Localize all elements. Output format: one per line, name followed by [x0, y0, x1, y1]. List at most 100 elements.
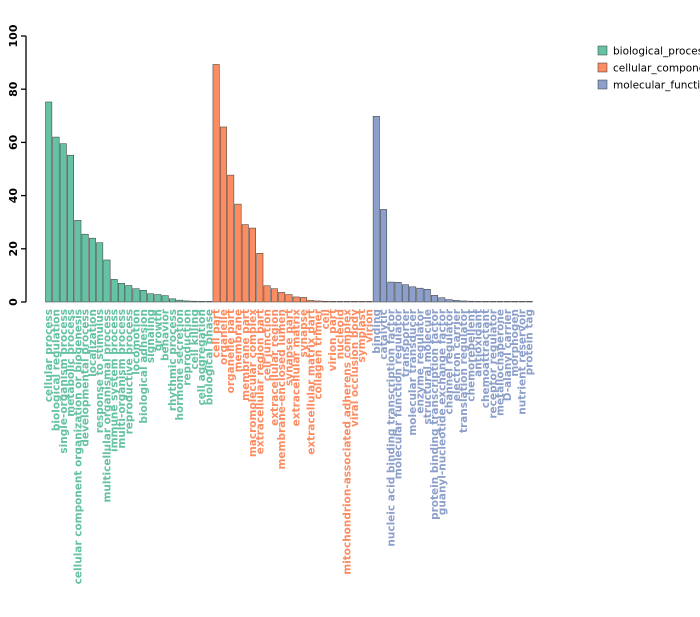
category-label: structural molecule: [422, 309, 434, 424]
category-label: molecular function regulator: [393, 308, 405, 479]
bar: [227, 174, 235, 303]
legend-label: biological_process: [613, 46, 700, 58]
legend-label: cellular_component: [613, 63, 700, 75]
category-label: response to stimulus: [94, 309, 106, 433]
bar: [161, 295, 169, 303]
category-label: nutrient reservoir: [516, 308, 528, 415]
bar: [81, 233, 89, 303]
category-label: growth: [152, 309, 164, 351]
y-tick-label: 80: [7, 81, 20, 97]
bar: [489, 301, 497, 303]
bar: [285, 294, 293, 303]
category-label: chemoattractant: [480, 309, 492, 408]
category-label: extracellular region: [269, 309, 281, 426]
category-label: guanyl-nucleotide exchange factor: [436, 308, 448, 515]
bar: [198, 301, 206, 303]
bar: [249, 227, 256, 303]
category-label: channel regulator: [444, 308, 456, 414]
legend: biological_process cellular_componentmole…: [597, 45, 700, 92]
category-label: localization: [87, 309, 99, 377]
bar: [329, 301, 337, 303]
category-label: cell aggregation: [196, 309, 208, 406]
category-label: chemorepellent: [465, 309, 477, 402]
y-axis: 0 20 40 60 80 100: [7, 24, 27, 306]
legend-label: molecular_function: [613, 80, 700, 92]
bar: [460, 300, 468, 303]
category-label: cellular component organization or bioge…: [72, 309, 84, 584]
category-label: multicellular organismal process: [101, 309, 113, 503]
bar: [336, 301, 344, 303]
bar: [431, 295, 438, 303]
category-label: metabolic process: [65, 309, 77, 417]
y-tick-label: 100: [7, 24, 20, 47]
category-label: developmental process: [80, 309, 92, 447]
bar: [372, 116, 380, 303]
category-label: macromolecular complex: [247, 309, 259, 457]
bar: [176, 299, 184, 303]
category-label: molecular transducer: [407, 308, 419, 435]
category-label: nucleoid: [334, 309, 346, 359]
category-label: transporter: [400, 308, 412, 377]
bar: [212, 64, 220, 303]
bar: [132, 288, 140, 303]
y-tick-label: 0: [7, 298, 20, 306]
bar: [314, 300, 322, 303]
bar: [45, 101, 53, 303]
bar: [511, 301, 519, 303]
legend-swatch: [597, 62, 608, 73]
bar: [467, 300, 475, 303]
category-label: protein binding transcription factor: [429, 308, 441, 520]
bar: [52, 136, 60, 303]
category-label: cell killing: [189, 309, 201, 370]
bar: [300, 297, 307, 303]
category-label: viral occlusion body: [349, 309, 361, 427]
category-label: synapse part: [283, 309, 295, 386]
category-label: receptor regulator: [487, 308, 499, 418]
bar: [241, 224, 249, 303]
bar: [125, 285, 133, 303]
bar: [496, 301, 504, 303]
bar: [307, 300, 315, 303]
bar: [503, 301, 511, 303]
category-label: membrane: [232, 309, 244, 372]
bar: [343, 301, 351, 303]
category-label: membrane part: [240, 309, 252, 401]
bar: [234, 203, 242, 303]
category-label: biological adhesion: [138, 309, 150, 424]
bar: [154, 294, 162, 303]
category-label: binding: [371, 309, 383, 354]
category-label: electron carrier: [451, 308, 463, 401]
bar: [59, 143, 67, 303]
category-label: extracellular matrix part: [305, 309, 317, 455]
category-label: membrane-enclosed lumen: [276, 309, 288, 470]
category-label: catalytic: [378, 309, 390, 360]
category-label: cell junction: [262, 309, 274, 381]
bar: [292, 296, 300, 303]
category-label: morphogen: [509, 309, 521, 377]
category-label: single-organism process: [58, 309, 70, 454]
bar: [321, 300, 329, 303]
bar: [482, 301, 489, 303]
bar: [219, 126, 227, 303]
category-label: biological phase: [203, 309, 215, 405]
category-label: reproduction: [182, 309, 194, 386]
category-label: translation regulator: [458, 308, 470, 433]
legend-swatch: [597, 45, 608, 56]
category-label: hormone secretion: [174, 309, 186, 420]
bar: [110, 279, 118, 303]
y-tick-label: 60: [7, 134, 20, 150]
bar: [351, 301, 358, 303]
bar: [169, 298, 176, 303]
category-label: collagen trimer: [313, 308, 325, 399]
bar: [525, 301, 533, 303]
bar: [183, 300, 191, 303]
category-label: signaling: [145, 309, 157, 363]
bar: [423, 288, 431, 303]
bar: [278, 292, 286, 303]
category-label: biological regulation: [50, 309, 62, 431]
category-label: protein tag: [524, 309, 536, 375]
category-label: metallochaperone: [495, 309, 507, 416]
bar: [474, 301, 482, 303]
bar: [270, 288, 278, 303]
